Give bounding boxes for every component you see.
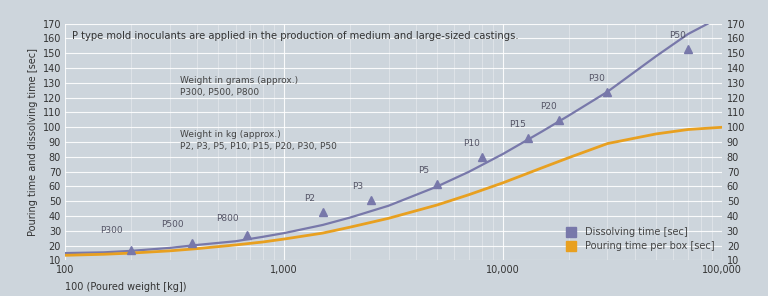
Text: P3: P3 bbox=[353, 182, 363, 191]
Text: P500: P500 bbox=[161, 221, 184, 229]
Text: 100 (Poured weight [kg]): 100 (Poured weight [kg]) bbox=[65, 282, 187, 292]
Text: P2: P2 bbox=[304, 194, 315, 203]
Text: P5: P5 bbox=[419, 166, 429, 175]
Text: P10: P10 bbox=[463, 139, 480, 148]
Text: P800: P800 bbox=[217, 215, 239, 223]
Text: Weight in kg (approx.)
P2, P3, P5, P10, P15, P20, P30, P50: Weight in kg (approx.) P2, P3, P5, P10, … bbox=[180, 130, 337, 151]
Legend: Dissolving time [sec], Pouring time per box [sec]: Dissolving time [sec], Pouring time per … bbox=[559, 226, 717, 253]
Text: P50: P50 bbox=[669, 31, 686, 40]
Text: P300: P300 bbox=[100, 226, 123, 235]
Text: P15: P15 bbox=[509, 120, 526, 129]
Y-axis label: Pouring time and dissolving time [sec]: Pouring time and dissolving time [sec] bbox=[28, 48, 38, 236]
Text: P30: P30 bbox=[588, 74, 605, 83]
Text: Weight in grams (approx.)
P300, P500, P800: Weight in grams (approx.) P300, P500, P8… bbox=[180, 76, 298, 96]
Text: P20: P20 bbox=[540, 102, 557, 111]
Text: P type mold inoculants are applied in the production of medium and large-sized c: P type mold inoculants are applied in th… bbox=[72, 31, 518, 41]
